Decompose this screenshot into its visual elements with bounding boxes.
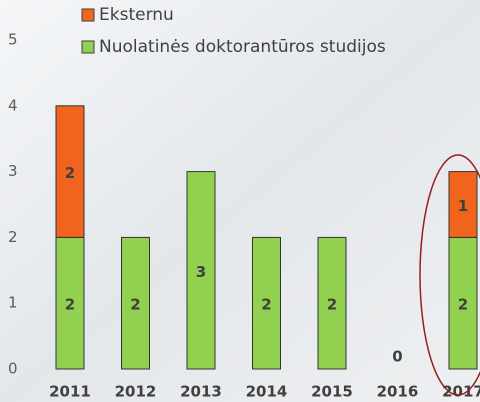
legend-swatch: [82, 41, 94, 53]
data-label: 3: [196, 263, 206, 281]
x-tick-label: 2016: [377, 383, 419, 401]
legend-label: Nuolatinės doktorantūros studijos: [99, 37, 386, 57]
y-tick-label: 1: [8, 294, 18, 312]
data-label: 2: [327, 296, 337, 314]
x-tick-label: 2014: [246, 383, 288, 401]
data-label: 1: [458, 197, 468, 215]
data-label: 2: [261, 296, 271, 314]
y-tick-label: 0: [8, 360, 18, 378]
data-label: 0: [392, 348, 402, 366]
data-label: 2: [65, 296, 75, 314]
x-tick-label: 2013: [180, 383, 222, 401]
x-tick-label: 2012: [115, 383, 157, 401]
data-label: 2: [65, 164, 75, 182]
legend-label: Eksternu: [99, 5, 174, 25]
data-label: 2: [130, 296, 140, 314]
x-tick-label: 2015: [311, 383, 353, 401]
y-tick-label: 2: [8, 228, 18, 246]
y-tick-label: 5: [8, 31, 18, 49]
legend-swatch: [82, 9, 94, 21]
y-tick-label: 3: [8, 162, 18, 180]
x-tick-label: 2011: [49, 383, 91, 401]
y-tick-label: 4: [8, 96, 18, 114]
chart: 0 1 2 3 4 5 Eksternu Nuolatinės doktorantūros s…: [0, 0, 480, 402]
data-label: 2: [458, 296, 468, 314]
